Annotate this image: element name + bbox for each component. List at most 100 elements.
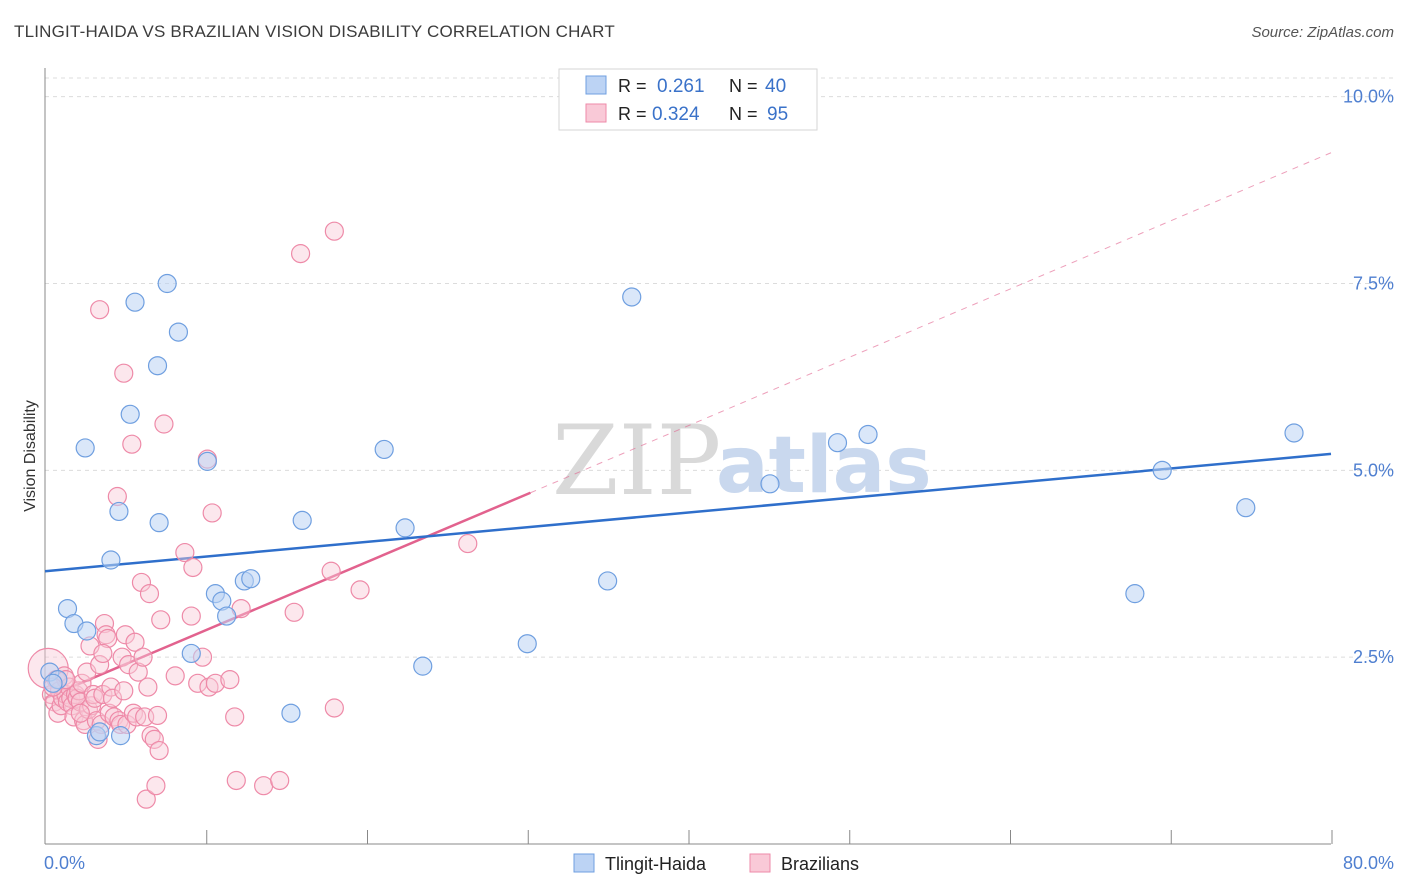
watermark: ZIP atlas bbox=[552, 405, 932, 517]
brazilians-point bbox=[102, 688, 123, 708]
tlingit-haida-point bbox=[109, 501, 129, 522]
brazilians-point bbox=[149, 740, 169, 761]
tlingit-haida-point bbox=[1284, 423, 1304, 443]
brazilians-point bbox=[458, 533, 478, 554]
series-legend-label-brazilians: Brazilians bbox=[781, 854, 859, 874]
brazilians-point bbox=[350, 580, 370, 600]
x-tick-label-min: 0.0% bbox=[44, 853, 85, 873]
brazilians-point bbox=[324, 221, 344, 241]
brazilians-point bbox=[146, 776, 166, 796]
brazilians-point bbox=[138, 677, 158, 697]
brazilians-point bbox=[93, 684, 113, 705]
brazilians-point bbox=[175, 542, 195, 563]
tlingit-haida-point bbox=[75, 438, 95, 458]
tlingit-haida-point bbox=[281, 703, 301, 723]
brazilians-point bbox=[147, 705, 168, 726]
tlingit-haida-point bbox=[760, 474, 780, 494]
tlingit-haida-point bbox=[241, 569, 261, 589]
brazilians-point bbox=[165, 666, 185, 686]
brazilians-point bbox=[115, 625, 135, 645]
tlingit-haida-point bbox=[43, 673, 63, 693]
brazilians-point bbox=[220, 669, 240, 690]
brazilians-point bbox=[70, 703, 90, 723]
y-tick-label: 2.5% bbox=[1353, 647, 1394, 667]
brazilians-point bbox=[90, 300, 110, 320]
tlingit-haida-point bbox=[1125, 584, 1145, 604]
y-axis-label: Vision Disability bbox=[22, 400, 39, 512]
x-ticks bbox=[44, 830, 1333, 844]
chart-title: TLINGIT-HAIDA VS BRAZILIAN VISION DISABI… bbox=[14, 22, 615, 41]
tlingit-haida-points bbox=[40, 273, 1304, 746]
y-tick-label: 7.5% bbox=[1353, 274, 1394, 294]
brazilians-point bbox=[284, 602, 304, 622]
brazilians-point bbox=[290, 244, 311, 264]
legend-n-value-pink: 95 bbox=[767, 104, 788, 125]
brazilians-point bbox=[125, 632, 145, 652]
brazilians-point bbox=[226, 770, 246, 791]
legend-n-label-pink: N = bbox=[729, 104, 758, 124]
brazilians-points bbox=[27, 221, 478, 809]
tlingit-haida-point bbox=[292, 510, 312, 531]
legend-n-label-blue: N = bbox=[729, 76, 758, 96]
tlingit-haida-trend-line bbox=[44, 452, 1332, 573]
brazilians-point bbox=[127, 707, 147, 727]
brazilians-point bbox=[202, 503, 222, 523]
tlingit-haida-point bbox=[858, 424, 878, 445]
tlingit-haida-point bbox=[90, 722, 110, 742]
tlingit-haida-point bbox=[168, 322, 189, 342]
tlingit-haida-point bbox=[413, 656, 433, 676]
tlingit-haida-point bbox=[1236, 498, 1256, 518]
brazilians-point bbox=[133, 647, 153, 667]
legend-r-value-blue: 0.261 bbox=[657, 76, 705, 97]
brazilians-point bbox=[122, 434, 142, 454]
tlingit-haida-point bbox=[395, 518, 415, 538]
brazilians-point bbox=[321, 561, 341, 581]
brazilians-point bbox=[183, 557, 203, 578]
series-legend-label-tlingit: Tlingit-Haida bbox=[605, 854, 707, 874]
brazilians-trend-line bbox=[44, 491, 531, 700]
brazilians-point bbox=[139, 584, 160, 604]
axes bbox=[44, 68, 1331, 845]
legend-r-value-pink: 0.324 bbox=[652, 104, 700, 125]
tlingit-haida-point bbox=[374, 439, 394, 460]
y-tick-label: 10.0% bbox=[1343, 87, 1394, 107]
brazilians-point bbox=[131, 572, 152, 593]
tlingit-haida-point bbox=[827, 433, 848, 453]
legend-n-value-blue: 40 bbox=[765, 76, 786, 97]
brazilians-point bbox=[144, 729, 164, 749]
tlingit-haida-point bbox=[598, 571, 618, 591]
brazilians-point bbox=[205, 673, 225, 693]
watermark-zip: ZIP bbox=[552, 405, 721, 517]
brazilians-point bbox=[114, 363, 134, 383]
brazilians-point bbox=[154, 414, 174, 434]
brazilians-trend-extension bbox=[530, 152, 1332, 494]
brazilians-point bbox=[123, 703, 144, 723]
tlingit-haida-point bbox=[157, 273, 177, 294]
series-legend: Tlingit-Haida Brazilians bbox=[573, 853, 859, 874]
brazilians-point bbox=[90, 655, 110, 675]
brazilians-point bbox=[324, 698, 344, 718]
brazilians-point bbox=[114, 681, 134, 701]
brazilians-point bbox=[270, 770, 290, 791]
correlation-legend: R = 0.261 N = 40 R = 0.324 N = 95 bbox=[558, 68, 818, 131]
tlingit-haida-point bbox=[101, 550, 121, 570]
y-tick-labels: 2.5% 5.0% 7.5% 10.0% bbox=[1343, 87, 1394, 667]
tlingit-haida-point bbox=[1152, 460, 1172, 480]
series-legend-swatch-brazilians bbox=[749, 853, 771, 873]
tlingit-haida-point bbox=[197, 451, 217, 471]
tlingit-haida-point bbox=[120, 404, 140, 424]
legend-r-label-blue: R = bbox=[618, 76, 647, 96]
y-tick-label: 5.0% bbox=[1353, 460, 1394, 480]
tlingit-haida-point bbox=[147, 356, 168, 376]
brazilians-point bbox=[136, 789, 156, 809]
x-tick-label-max: 80.0% bbox=[1343, 853, 1394, 873]
trend-lines bbox=[44, 152, 1332, 700]
tlingit-haida-point bbox=[77, 621, 97, 641]
legend-r-label-pink: R = bbox=[618, 104, 647, 124]
legend-swatch-pink bbox=[585, 103, 607, 123]
brazilians-point bbox=[181, 606, 201, 626]
brazilians-point bbox=[93, 643, 113, 664]
brazilians-point bbox=[141, 726, 161, 746]
legend-swatch-blue bbox=[585, 75, 607, 95]
